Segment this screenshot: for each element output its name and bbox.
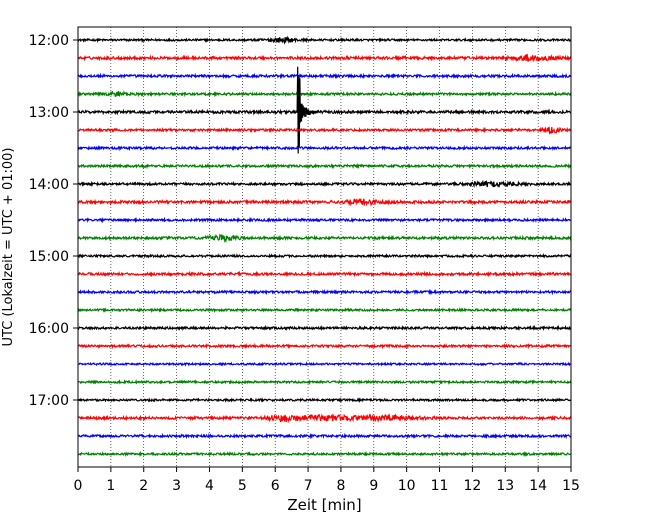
seismic-traces — [77, 35, 572, 458]
y-axis-ticks: 12:00 13:00 14:00 15:00 16:00 17:00 — [29, 33, 78, 409]
x-tick-label-1: 1 — [106, 478, 115, 494]
x-axis-ticks: 0 1 2 3 4 5 6 7 8 9 10 11 12 13 14 15 — [74, 467, 580, 494]
trace-17:30 — [77, 432, 572, 440]
x-tick-label-2: 2 — [139, 478, 148, 494]
y-axis-label: UTC (Lokalzeit = UTC + 01:00) — [1, 148, 16, 347]
trace-15:00 — [77, 252, 572, 259]
grid — [110, 27, 539, 467]
trace-16:45 — [77, 378, 572, 386]
x-axis-label: Zeit [min] — [287, 496, 361, 514]
y-tick-label-14:00: 14:00 — [29, 177, 69, 193]
trace-17:45 — [77, 450, 572, 458]
x-tick-label-5: 5 — [238, 478, 247, 494]
trace-15:15 — [77, 270, 572, 278]
x-tick-label-3: 3 — [172, 478, 181, 494]
trace-13:45 — [77, 162, 572, 170]
trace-14:15 — [77, 198, 572, 208]
trace-14:00 — [77, 179, 572, 189]
x-tick-label-0: 0 — [74, 478, 83, 494]
x-tick-label-6: 6 — [271, 478, 280, 494]
x-tick-label-10: 10 — [398, 478, 416, 494]
trace-14:45 — [77, 233, 572, 244]
x-tick-label-12: 12 — [463, 478, 481, 494]
y-tick-label-16:00: 16:00 — [29, 321, 69, 337]
x-tick-label-13: 13 — [496, 478, 514, 494]
y-tick-label-13:00: 13:00 — [29, 105, 69, 121]
x-tick-label-4: 4 — [205, 478, 214, 494]
trace-16:00 — [77, 324, 572, 332]
trace-17:15 — [77, 413, 572, 424]
trace-13:00 — [77, 66, 572, 154]
trace-12:45 — [77, 90, 572, 98]
x-tick-label-9: 9 — [369, 478, 378, 494]
trace-17:00 — [77, 397, 572, 404]
trace-13:30 — [77, 144, 572, 152]
x-tick-label-7: 7 — [304, 478, 313, 494]
trace-13:15 — [77, 126, 572, 135]
trace-16:30 — [77, 361, 572, 367]
trace-12:15 — [77, 54, 572, 63]
x-tick-label-14: 14 — [529, 478, 547, 494]
trace-16:15 — [77, 342, 572, 350]
trace-14:30 — [77, 216, 572, 224]
y-tick-label-12:00: 12:00 — [29, 33, 69, 49]
trace-12:00 — [77, 35, 572, 45]
plot-frame — [77, 26, 572, 468]
y-tick-label-15:00: 15:00 — [29, 249, 69, 265]
trace-15:30 — [77, 288, 572, 296]
x-tick-label-15: 15 — [562, 478, 580, 494]
x-tick-label-8: 8 — [336, 478, 345, 494]
trace-12:30 — [77, 72, 572, 80]
trace-15:45 — [77, 306, 572, 314]
x-tick-label-11: 11 — [431, 478, 449, 494]
y-tick-label-17:00: 17:00 — [29, 393, 69, 409]
